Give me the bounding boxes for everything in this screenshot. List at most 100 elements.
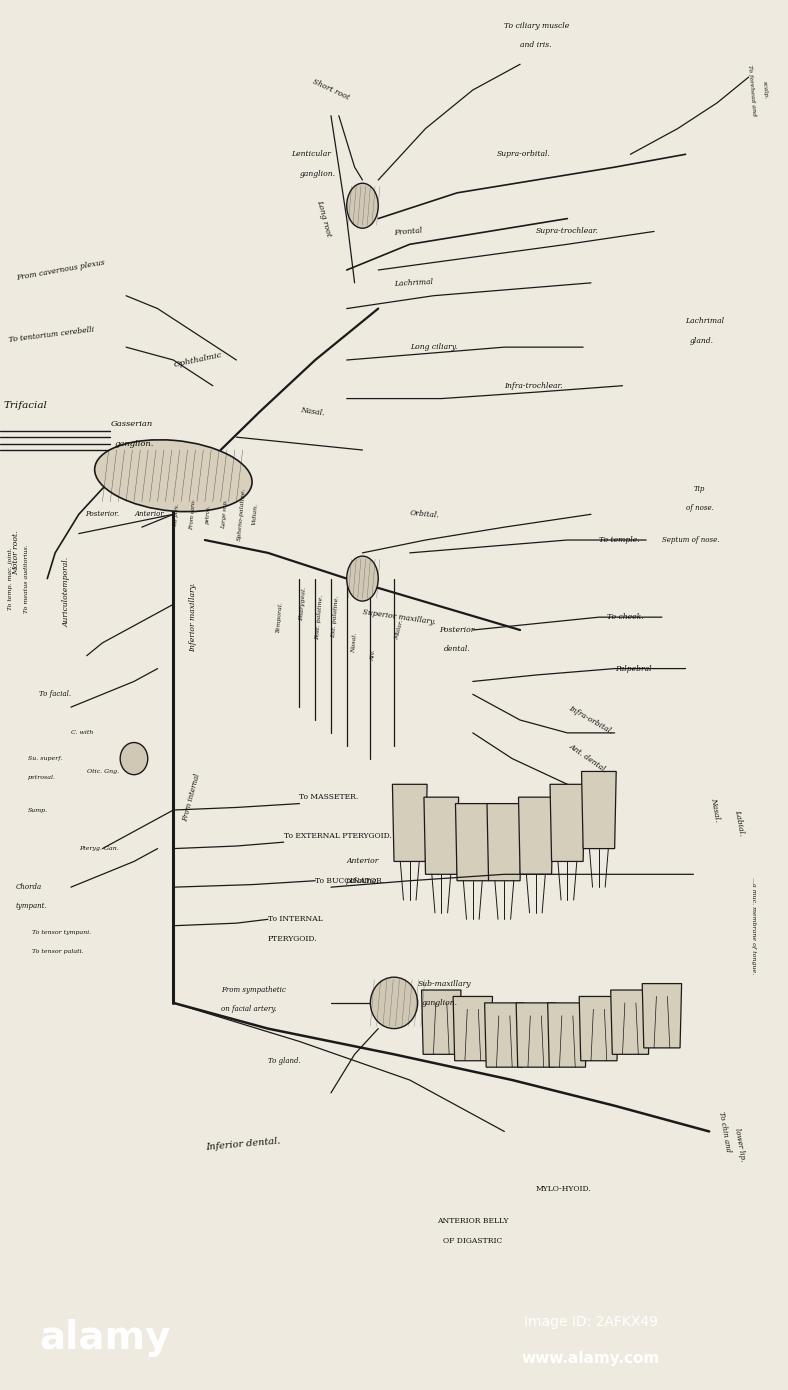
Text: Short root: Short root [311,78,351,101]
Text: ANTERIOR BELLY: ANTERIOR BELLY [437,1218,508,1226]
Text: From internal: From internal [181,773,202,821]
Text: tympant.: tympant. [16,902,47,910]
Text: Supra-orbital.: Supra-orbital. [496,150,550,158]
Text: Lenticular: Lenticular [292,150,332,158]
Text: Long ciliary.: Long ciliary. [410,343,457,352]
Text: To EXTERNAL PTERYGOID.: To EXTERNAL PTERYGOID. [284,831,392,840]
Text: tid plex.: tid plex. [173,503,180,525]
Text: PTERYGOID.: PTERYGOID. [268,934,318,942]
Polygon shape [485,1004,524,1068]
Text: Long root: Long root [315,199,333,238]
Text: To INTERNAL: To INTERNAL [268,915,322,923]
Text: To facial.: To facial. [39,691,72,698]
Text: To gland.: To gland. [268,1056,301,1065]
Ellipse shape [370,977,418,1029]
Text: ...a muc. membrane of tongue.: ...a muc. membrane of tongue. [752,877,756,974]
Polygon shape [487,803,522,881]
Polygon shape [611,990,650,1054]
Text: Gasserian: Gasserian [110,420,153,428]
Text: Pharygeal.: Pharygeal. [299,587,307,621]
Text: ganglion.: ganglion. [422,999,458,1006]
Text: Auriculotemporal.: Auriculotemporal. [63,556,71,627]
Text: Vidian.: Vidian. [252,503,259,525]
Text: Spheno-palatine.: Spheno-palatine. [236,488,246,541]
Text: scalp.: scalp. [762,81,768,100]
Ellipse shape [120,742,147,774]
Text: Post. palatine.: Post. palatine. [315,595,324,639]
Text: From sympathetic: From sympathetic [221,986,285,994]
Text: petros.: petros. [205,505,211,524]
Text: and iris.: and iris. [520,40,552,49]
Text: ganglion.: ganglion. [299,170,336,178]
Text: Alv.: Alv. [370,651,377,662]
Text: Palpebral: Palpebral [615,664,651,673]
Text: Malar.: Malar. [394,620,404,641]
Text: Motor root.: Motor root. [12,531,20,575]
Text: lower lip.: lower lip. [733,1127,746,1162]
Text: Large sup.: Large sup. [221,499,229,530]
Polygon shape [550,784,585,862]
Text: Pteryg. Gan.: Pteryg. Gan. [79,847,118,851]
Text: MYLO-HYOID.: MYLO-HYOID. [536,1186,592,1194]
Polygon shape [519,796,553,874]
Text: Posterior: Posterior [440,626,474,634]
Text: Su. superf.: Su. superf. [28,756,62,762]
Text: of nose.: of nose. [686,503,713,512]
Text: Supra-trochlear.: Supra-trochlear. [536,228,599,235]
Text: Superior maxillary.: Superior maxillary. [362,607,437,627]
Polygon shape [548,1004,587,1068]
Text: Image ID: 2AFKX49: Image ID: 2AFKX49 [524,1315,658,1329]
Text: Chorda: Chorda [16,883,42,891]
Text: Lachrimal: Lachrimal [394,278,433,288]
Text: Sub-maxillary: Sub-maxillary [418,980,471,988]
Polygon shape [642,984,682,1048]
Text: ganglion.: ganglion. [114,439,154,448]
Text: Orbital.: Orbital. [410,509,440,520]
Polygon shape [579,997,619,1061]
Text: Ant. dental.: Ant. dental. [567,742,609,774]
Text: Septum of nose.: Septum of nose. [662,537,719,543]
Text: petrosal.: petrosal. [28,776,56,780]
Text: Anterior.: Anterior. [134,510,165,518]
Text: dental.: dental. [444,645,470,653]
Text: Anterior: Anterior [346,858,379,866]
Text: Trifacial: Trifacial [4,400,48,410]
Text: To tensor tympani.: To tensor tympani. [32,930,91,934]
Ellipse shape [347,183,378,228]
Text: palatine.: palatine. [346,877,379,885]
Text: Ophthalmic: Ophthalmic [173,350,223,370]
Polygon shape [392,784,427,862]
Text: Sump.: Sump. [28,808,48,813]
Text: www.alamy.com: www.alamy.com [522,1351,660,1366]
Text: To meatus auditorius.: To meatus auditorius. [24,545,28,613]
Text: Otic. Gng.: Otic. Gng. [87,769,119,774]
Text: To temp. mac. joint.: To temp. mac. joint. [8,548,13,610]
Text: on facial artery.: on facial artery. [221,1005,277,1013]
Text: To tensor palati.: To tensor palati. [32,949,84,954]
Text: Nasal.: Nasal. [709,798,721,823]
Text: From caro-: From caro- [189,499,197,530]
Text: To forehead and: To forehead and [747,64,756,115]
Text: Frontal: Frontal [394,227,423,236]
Polygon shape [582,771,616,848]
Text: To MASSETER.: To MASSETER. [299,794,359,801]
Text: Nasal.: Nasal. [351,632,358,653]
Polygon shape [516,1004,556,1068]
Text: To tentorium cerebelli: To tentorium cerebelli [8,325,95,343]
Text: alamy: alamy [39,1319,171,1357]
Text: To BUCCINATOR.: To BUCCINATOR. [315,877,385,885]
Text: To temple.: To temple. [599,537,640,543]
Polygon shape [453,997,492,1061]
Text: Temporal.: Temporal. [276,600,284,634]
Text: Inferior maxillary.: Inferior maxillary. [189,582,197,652]
Polygon shape [455,803,490,881]
Ellipse shape [95,439,252,512]
Text: From cavernous plexus: From cavernous plexus [16,259,106,282]
Text: To cheek.: To cheek. [607,613,643,621]
Text: Lachrimal: Lachrimal [686,317,725,325]
Text: Infra-orbital.: Infra-orbital. [567,705,615,735]
Text: Labial.: Labial. [733,809,745,837]
Text: Tip: Tip [693,485,704,492]
Text: Posterior.: Posterior. [85,510,120,518]
Text: Infra-trochlear.: Infra-trochlear. [504,382,563,389]
